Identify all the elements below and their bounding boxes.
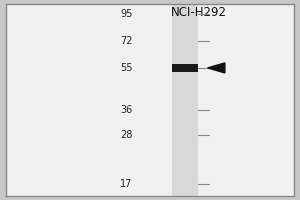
Text: 55: 55 [120, 63, 133, 73]
Text: 72: 72 [120, 36, 133, 46]
Text: NCI-H292: NCI-H292 [171, 6, 227, 19]
Text: 17: 17 [120, 179, 133, 189]
Bar [172, 64, 197, 72]
Text: 36: 36 [121, 105, 133, 115]
Text: 28: 28 [120, 130, 133, 140]
Bar [172, 4, 197, 196]
Polygon shape [208, 63, 225, 73]
Text: 95: 95 [120, 9, 133, 19]
